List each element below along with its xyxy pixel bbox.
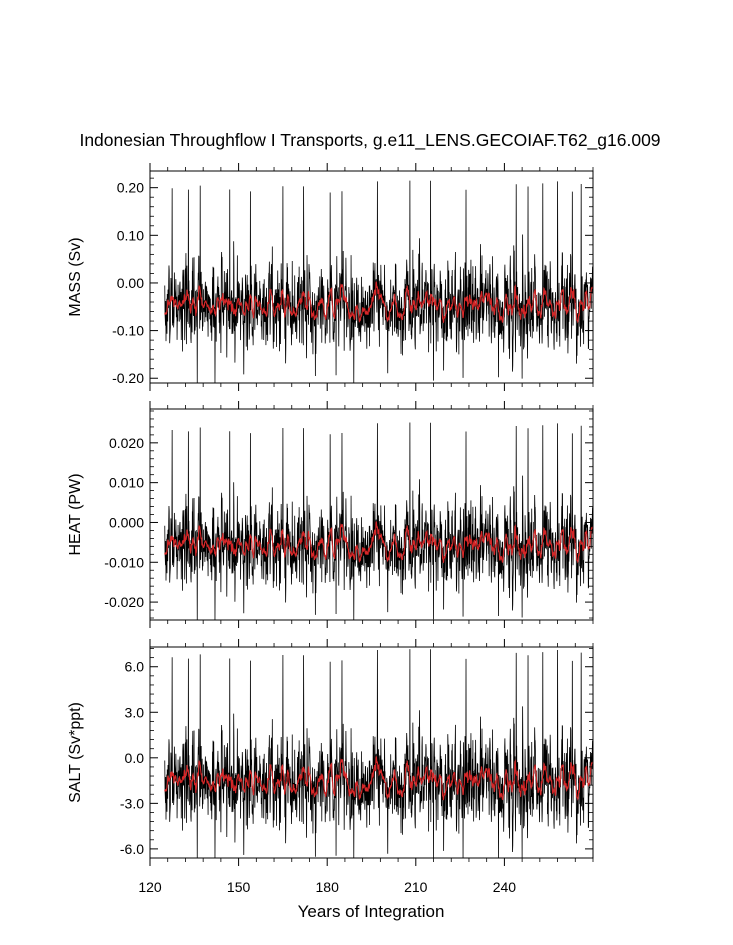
x-tick-label: 150 (227, 879, 251, 895)
salt-panel: 6.0 3.0 0.0 -3.0 -6.0 SALT (Sv*ppt) 120 150 180 2… (67, 639, 594, 895)
running-mean-line (164, 521, 593, 564)
y-tick-label: 3.0 (125, 704, 145, 720)
y-tick-label: -0.20 (112, 370, 144, 386)
y-tick-label: 0.10 (117, 227, 144, 243)
x-tick-label: 180 (316, 879, 340, 895)
y-tick-label: 0.0 (125, 750, 145, 766)
plot-frame (149, 170, 594, 384)
mass-panel: 0.20 0.10 0.00 -0.10 -0.20 MASS (Sv) (67, 163, 594, 391)
x-tick-label: 210 (404, 879, 428, 895)
y-tick-label: -6.0 (120, 841, 144, 857)
y-tick-label: -0.10 (112, 323, 144, 339)
y-tick-label: 0.000 (109, 514, 144, 530)
monthly-series-line (164, 180, 593, 383)
y-axis-label: MASS (Sv) (67, 237, 84, 316)
y-tick-label: 0.00 (117, 275, 144, 291)
y-tick-label: 6.0 (125, 659, 145, 675)
y-tick-label: 0.20 (117, 180, 144, 196)
chart-title: Indonesian Throughflow I Transports, g.e… (79, 130, 660, 151)
y-tick-label: -0.010 (104, 554, 144, 570)
y-tick-label: -3.0 (120, 795, 144, 811)
running-mean-line (164, 281, 593, 324)
running-mean-line (164, 756, 593, 801)
heat-panel: 0.020 0.010 0.000 -0.010 -0.020 HEAT (PW) (67, 401, 594, 628)
x-tick-label: 240 (493, 879, 517, 895)
y-axis-label: HEAT (PW) (67, 473, 84, 555)
y-tick-label: 0.010 (109, 475, 144, 491)
plot-frame (149, 646, 594, 859)
x-tick-label: 120 (138, 879, 162, 895)
y-axis-label: SALT (Sv*ppt) (67, 702, 84, 803)
monthly-series-line (164, 422, 593, 620)
y-tick-label: 0.020 (109, 435, 144, 451)
plot-frame (149, 408, 594, 621)
y-tick-label: -0.020 (104, 594, 144, 610)
x-axis-label: Years of Integration (298, 902, 445, 921)
monthly-series-line (164, 649, 593, 858)
